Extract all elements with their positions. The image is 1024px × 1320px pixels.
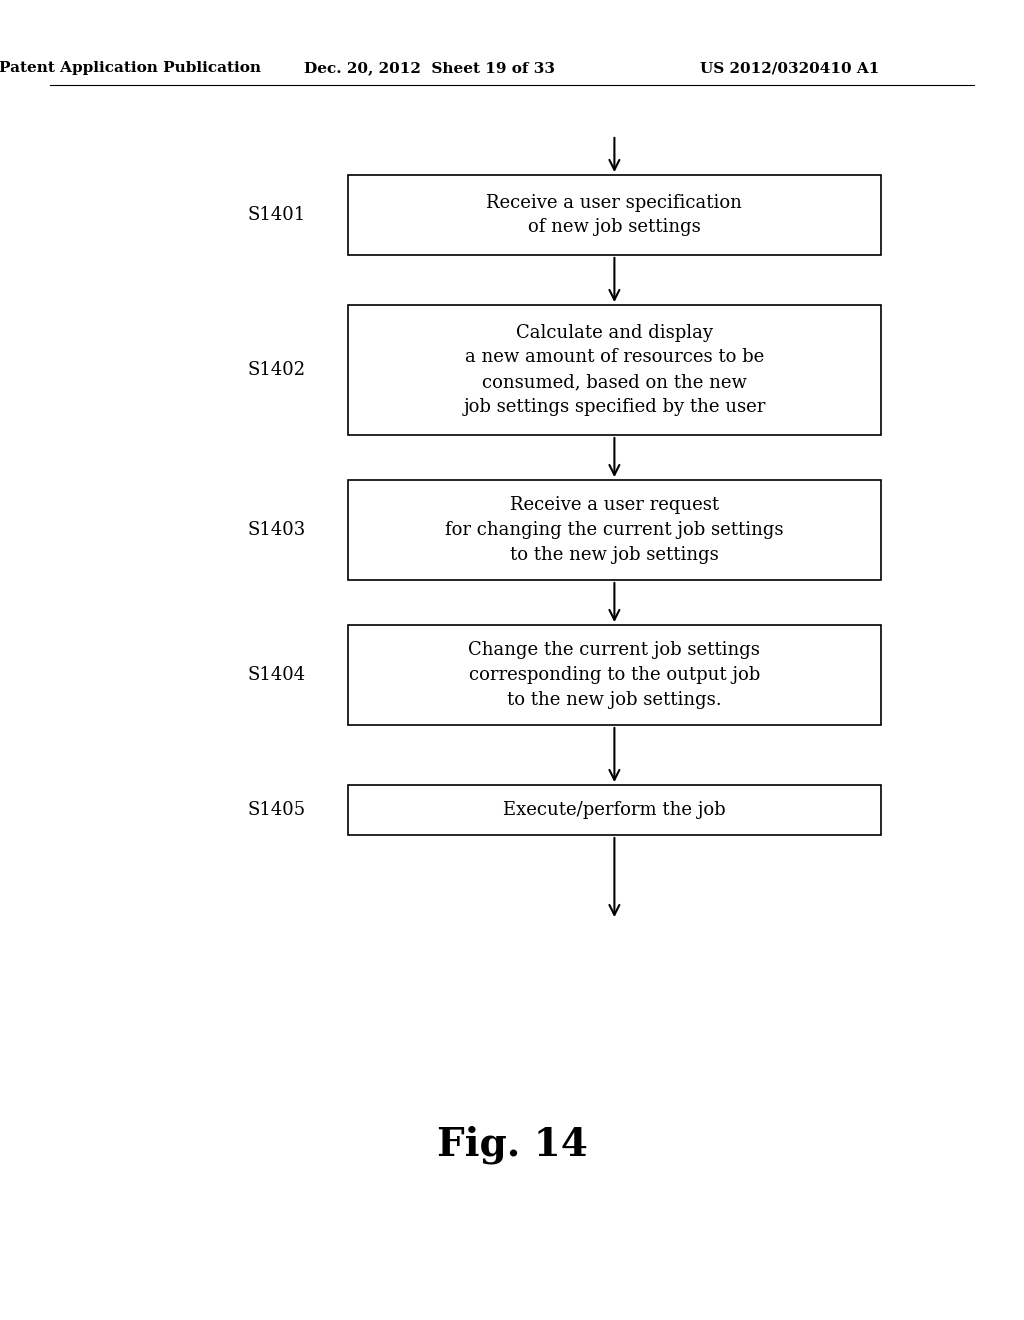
Text: Calculate and display
a new amount of resources to be
consumed, based on the new: Calculate and display a new amount of re…	[463, 323, 766, 417]
Bar	[348, 624, 881, 725]
Bar	[348, 305, 881, 436]
Text: S1404: S1404	[248, 667, 305, 684]
Text: Execute/perform the job: Execute/perform the job	[503, 801, 726, 818]
Text: US 2012/0320410 A1: US 2012/0320410 A1	[700, 61, 880, 75]
Text: Receive a user specification
of new job settings: Receive a user specification of new job …	[486, 194, 742, 236]
Text: S1405: S1405	[248, 801, 305, 818]
Text: Patent Application Publication: Patent Application Publication	[0, 61, 261, 75]
Text: S1401: S1401	[248, 206, 305, 224]
Text: Dec. 20, 2012  Sheet 19 of 33: Dec. 20, 2012 Sheet 19 of 33	[304, 61, 555, 75]
Bar	[348, 785, 881, 836]
Text: Fig. 14: Fig. 14	[436, 1126, 588, 1164]
Text: S1403: S1403	[248, 521, 305, 539]
Text: Receive a user request
for changing the current job settings
to the new job sett: Receive a user request for changing the …	[445, 496, 783, 564]
Text: S1402: S1402	[248, 360, 305, 379]
Bar	[348, 480, 881, 579]
Text: Change the current job settings
corresponding to the output job
to the new job s: Change the current job settings correspo…	[468, 642, 761, 709]
Bar	[348, 176, 881, 255]
